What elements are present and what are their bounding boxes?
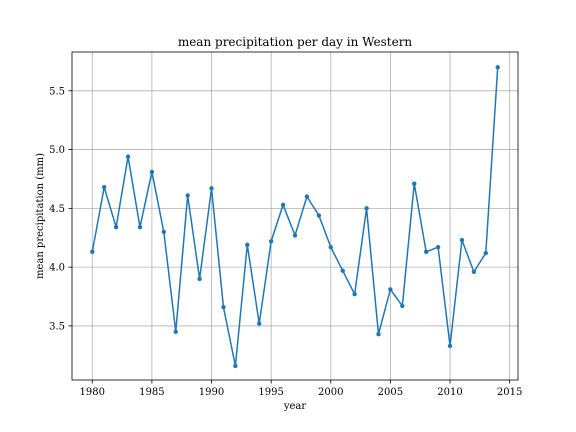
data-point	[221, 304, 226, 310]
data-point	[257, 321, 262, 326]
data-point	[185, 193, 190, 198]
data-point	[316, 213, 322, 218]
plot-frame	[71, 51, 519, 381]
data-point	[280, 202, 286, 208]
y-tick-label: 3.5	[49, 321, 65, 332]
y-axis-title: mean precipitation (mm)	[35, 153, 46, 279]
x-axis-title: year	[283, 401, 307, 412]
x-tick-label: 1990	[199, 387, 224, 398]
y-tick-label: 5.5	[49, 86, 65, 97]
chart-title: mean precipitation per day in Western	[178, 35, 413, 49]
y-tick-label: 4.0	[49, 263, 65, 274]
data-point	[352, 291, 357, 297]
data-point	[113, 224, 119, 230]
data-point	[483, 250, 489, 256]
data-point	[197, 276, 202, 282]
data-point	[137, 224, 143, 230]
grid	[72, 52, 518, 380]
data-point	[233, 363, 238, 369]
data-point	[471, 269, 477, 275]
data-point	[161, 229, 167, 235]
data-point	[364, 206, 369, 211]
data-point	[412, 181, 417, 186]
data-point	[90, 249, 95, 255]
data-point	[328, 244, 333, 250]
data-point	[376, 331, 381, 337]
series-layer	[90, 65, 500, 369]
x-tick-label: 2015	[497, 387, 522, 398]
y-tick-label: 4.5	[49, 204, 65, 215]
x-tick-label: 2005	[378, 387, 403, 398]
x-tick-label: 1985	[139, 387, 164, 398]
data-point	[388, 287, 393, 292]
data-point	[400, 303, 405, 309]
data-point	[245, 242, 250, 248]
data-point	[495, 65, 500, 70]
data-point	[459, 237, 465, 243]
data-point	[149, 169, 155, 175]
data-point	[209, 186, 214, 191]
data-point	[268, 239, 274, 244]
data-point	[435, 244, 441, 250]
data-point	[292, 233, 298, 238]
x-tick-label: 1995	[258, 387, 283, 398]
y-tick-label: 5.0	[49, 145, 65, 156]
x-tick-label: 2000	[318, 387, 343, 398]
data-point	[173, 329, 178, 334]
axis-ticks: 1980 1985 1990 1995 2000 2005 2010 2015 3.5 4.0 4.…	[49, 86, 522, 398]
data-point	[423, 249, 429, 255]
series-line	[91, 67, 499, 367]
x-tick-label: 1980	[80, 387, 105, 398]
data-point	[304, 194, 310, 199]
data-point	[125, 154, 131, 159]
x-tick-label: 2010	[437, 387, 462, 398]
data-point	[101, 184, 107, 190]
data-point	[340, 268, 345, 273]
data-point	[447, 343, 453, 349]
